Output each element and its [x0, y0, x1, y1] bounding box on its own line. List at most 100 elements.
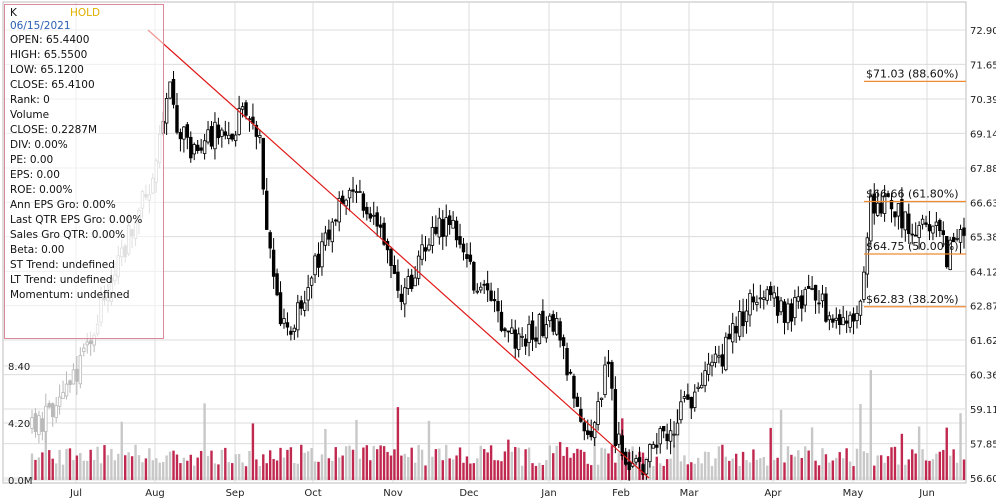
candle — [392, 255, 397, 275]
candle — [734, 316, 738, 343]
candle — [430, 216, 435, 254]
candle — [813, 284, 818, 314]
volume-bar — [113, 460, 117, 480]
volume-bar — [669, 458, 672, 480]
candle — [913, 222, 918, 237]
candle — [720, 343, 725, 374]
candle — [927, 210, 932, 241]
candle — [599, 397, 604, 408]
volume-bar — [338, 457, 341, 480]
volume-bar — [445, 444, 448, 480]
candle — [603, 356, 607, 398]
candle — [375, 206, 379, 237]
candle — [661, 425, 666, 439]
volume-bar — [79, 453, 82, 480]
candle — [282, 308, 286, 329]
candle — [561, 334, 566, 360]
volume-bar — [300, 444, 303, 480]
volume-bar — [624, 452, 627, 480]
candle — [579, 397, 583, 423]
month-tick-label: Jan — [540, 488, 556, 499]
candle — [703, 361, 707, 393]
volume-bar — [876, 455, 879, 480]
volume-bar — [772, 459, 776, 480]
volume-bar — [748, 462, 752, 480]
volume-bar — [155, 458, 158, 480]
candle — [54, 396, 58, 423]
candle — [206, 121, 210, 145]
info-row: PE: 0.00 — [10, 154, 54, 166]
volume-bar — [558, 441, 562, 480]
candle — [610, 359, 614, 401]
volume-bar — [783, 462, 786, 480]
volume-bar — [41, 452, 44, 480]
volume-bar — [524, 449, 527, 480]
volume-bar — [948, 455, 952, 480]
candle — [503, 327, 507, 338]
volume-bar — [531, 463, 534, 480]
volume-bar — [717, 446, 721, 480]
candle — [831, 314, 835, 328]
volume-bar — [72, 460, 75, 480]
volume-bar — [234, 454, 237, 480]
volume-bar — [652, 465, 655, 480]
volume-bar — [54, 463, 58, 480]
info-row: OPEN: 65.4400 — [10, 34, 90, 46]
volume-bar — [514, 447, 517, 480]
candle — [275, 268, 279, 297]
price-tick-label: 71.65 — [970, 60, 996, 71]
volume-bar — [251, 423, 255, 480]
info-row: Momentum: undefined — [10, 289, 130, 301]
month-tick-label: Aug — [145, 488, 165, 499]
candle — [900, 187, 904, 238]
volume-bar — [914, 453, 917, 480]
volume-bar — [182, 457, 186, 480]
volume-bar — [904, 464, 907, 480]
price-tick-label: 66.63 — [970, 198, 996, 209]
volume-bar — [897, 464, 900, 480]
volume-bar — [821, 448, 824, 480]
candle — [368, 206, 372, 223]
candle — [620, 429, 624, 461]
candle — [209, 121, 214, 150]
candle — [765, 286, 769, 305]
candle — [496, 287, 500, 323]
volume-bar — [130, 456, 134, 480]
volume-bar — [738, 465, 741, 480]
candle — [361, 191, 366, 218]
candle — [75, 356, 79, 395]
volume-bar — [703, 451, 707, 480]
candle — [655, 432, 659, 455]
volume-bar — [144, 458, 148, 480]
candle — [869, 189, 873, 246]
candle — [309, 275, 314, 299]
volume-bar — [731, 458, 734, 480]
candle — [316, 242, 321, 278]
candle — [827, 311, 832, 331]
volume-bar — [683, 455, 686, 480]
candle — [195, 139, 200, 154]
volume-bar — [707, 451, 710, 480]
candle — [820, 284, 825, 308]
volume-bar — [158, 462, 161, 480]
info-row: EPS: 0.00 — [10, 169, 60, 181]
volume-bar — [199, 450, 203, 480]
candle — [416, 250, 421, 286]
candle — [741, 298, 745, 338]
volume-bar — [92, 459, 96, 480]
candle — [254, 120, 259, 150]
candle — [278, 281, 283, 327]
candle — [340, 190, 345, 204]
candle — [454, 216, 459, 248]
candle — [220, 127, 224, 148]
candle — [665, 423, 669, 450]
candle — [651, 441, 656, 449]
volume-bar — [945, 427, 948, 480]
candle — [216, 117, 221, 145]
volume-bar — [400, 455, 403, 480]
price-tick-label: 69.14 — [970, 129, 996, 140]
candle — [641, 463, 645, 480]
candle — [934, 212, 939, 238]
candle — [258, 129, 262, 144]
info-row: ROE: 0.00% — [10, 184, 73, 196]
